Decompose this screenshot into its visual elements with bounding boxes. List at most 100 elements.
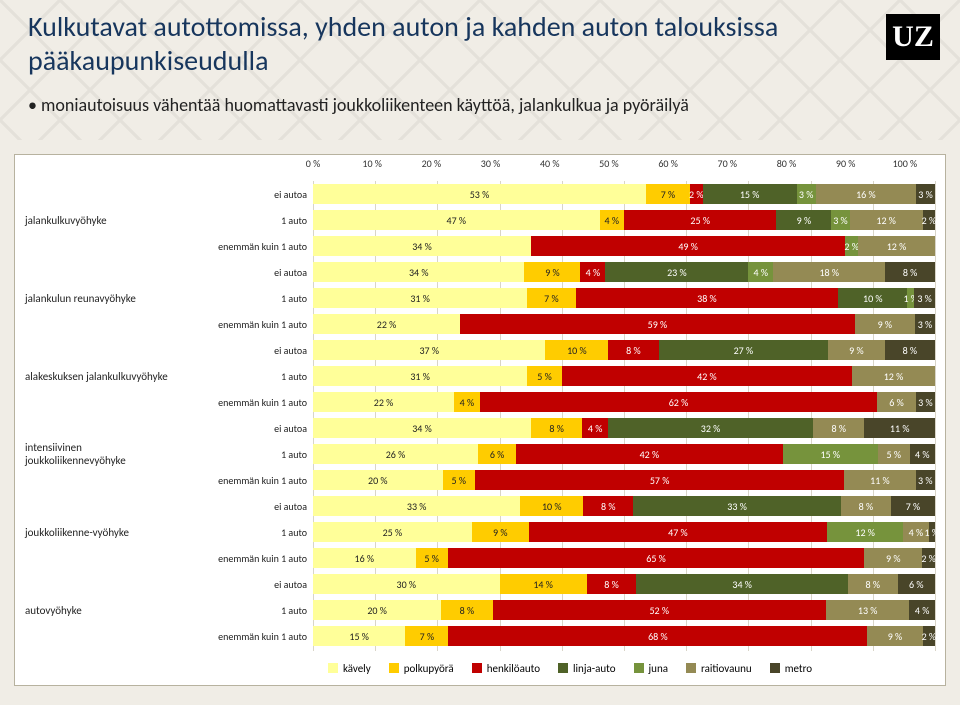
bar-segment-henkiloauto: 57 % <box>475 470 844 490</box>
bar-segment-polkupyora: 5 % <box>443 470 475 490</box>
bar-segment-linja_auto: 10 % <box>838 288 907 308</box>
car-ownership-label: 1 auto <box>185 292 313 305</box>
legend-item-juna: juna <box>634 662 668 675</box>
car-ownership-labels: ei autoa1 autoenemmän kuin 1 auto <box>185 571 313 649</box>
bar-segment-metro: 4 % <box>909 600 935 620</box>
zone-label: autovyöhyke <box>15 571 185 649</box>
bar-segment-polkupyora: 8 % <box>531 418 582 438</box>
legend-swatch <box>686 663 696 673</box>
legend-label: linja-auto <box>573 662 616 675</box>
bar-segment-kavely: 15 % <box>313 626 405 646</box>
bar-segment-metro: 8 % <box>885 262 935 282</box>
bar-segment-henkiloauto: 8 % <box>608 340 658 360</box>
bar-segment-polkupyora: 8 % <box>441 600 492 620</box>
zone-group: jalankulun reunavyöhykeei autoa1 autoene… <box>15 259 945 337</box>
bar-segment-raitiovaunu: 9 % <box>828 340 885 360</box>
bar-segment-juna: 12 % <box>827 522 903 542</box>
bar-segment-kavely: 53 % <box>313 184 646 204</box>
bar-segment-raitiovaunu: 12 % <box>850 210 923 230</box>
car-ownership-label: 1 auto <box>185 604 313 617</box>
zone-label: jalankulun reunavyöhyke <box>15 259 185 337</box>
bar-segment-polkupyora: 10 % <box>545 340 608 360</box>
bar-segment-raitiovaunu: 9 % <box>864 548 922 568</box>
bar-segment-henkiloauto: 25 % <box>624 210 776 230</box>
bar-segment-raitiovaunu: 11 % <box>844 470 915 490</box>
bar-segment-polkupyora: 4 % <box>600 210 624 230</box>
bar-segment-polkupyora: 4 % <box>454 392 480 412</box>
legend-swatch <box>328 663 338 673</box>
bar-segment-henkiloauto: 4 % <box>582 418 608 438</box>
car-ownership-labels: ei autoa1 autoenemmän kuin 1 auto <box>185 415 313 493</box>
legend-swatch <box>389 663 399 673</box>
bar-segment-henkiloauto: 65 % <box>448 548 865 568</box>
bar-segment-kavely: 20 % <box>313 600 441 620</box>
stacked-bar: 26 %6 %42 %15 %5 %4 % <box>313 444 935 464</box>
bar-area: 34 %9 %4 %23 %4 %18 %8 %31 %7 %38 %10 %1… <box>313 259 935 337</box>
bar-segment-kavely: 47 % <box>313 210 600 230</box>
bar-segment-henkiloauto: 52 % <box>493 600 826 620</box>
legend-label: henkilöauto <box>487 662 540 675</box>
car-ownership-label: ei autoa <box>185 266 313 279</box>
modal-share-chart: 0 %10 %20 %30 %40 %50 %60 %70 %80 %90 %1… <box>14 154 946 686</box>
axis-tick: 100 % <box>890 157 920 181</box>
bar-segment-kavely: 30 % <box>313 574 500 594</box>
car-ownership-label: ei autoa <box>185 188 313 201</box>
bar-segment-raitiovaunu: 8 % <box>841 496 891 516</box>
axis-tick: 90 % <box>831 157 861 181</box>
bar-segment-kavely: 34 % <box>313 262 524 282</box>
car-ownership-label: 1 auto <box>185 526 313 539</box>
stacked-bar: 16 %5 %65 %9 %2 % <box>313 548 935 568</box>
legend-label: juna <box>649 662 668 675</box>
bar-segment-metro: 3 % <box>915 314 935 334</box>
stacked-bar: 30 %14 %8 %34 %8 %6 % <box>313 574 935 594</box>
stacked-bar: 34 %49 %2 %12 % <box>313 236 935 256</box>
axis-tick: 10 % <box>357 157 387 181</box>
bar-segment-kavely: 26 % <box>313 444 478 464</box>
bar-segment-metro: 7 % <box>891 496 935 516</box>
bar-segment-metro: 11 % <box>864 418 935 438</box>
bar-segment-metro: 2 % <box>922 548 935 568</box>
bar-segment-kavely: 37 % <box>313 340 545 360</box>
bar-segment-metro: 6 % <box>898 574 935 594</box>
axis-tick: 50 % <box>594 157 624 181</box>
bar-segment-metro: 4 % <box>910 444 935 464</box>
zone-label: intensiivinen joukkoliikennevyöhyke <box>15 415 185 493</box>
bar-segment-metro: 1 % <box>929 522 935 542</box>
stacked-bar: 25 %9 %47 %12 %4 %1 % <box>313 522 935 542</box>
bar-segment-henkiloauto: 8 % <box>587 574 637 594</box>
zone-group: intensiivinen joukkoliikennevyöhykeei au… <box>15 415 945 493</box>
uz-logo: UZ <box>886 14 940 60</box>
bar-rows: jalankulkuvyöhykeei autoa1 autoenemmän k… <box>15 181 945 651</box>
bar-segment-linja_auto: 9 % <box>776 210 831 230</box>
axis-tick: 60 % <box>653 157 683 181</box>
stacked-bar: 22 %4 %62 %6 %3 % <box>313 392 935 412</box>
stacked-bar: 53 %7 %2 %15 %3 %16 %3 % <box>313 184 935 204</box>
bar-segment-metro: 3 % <box>916 184 935 204</box>
car-ownership-label: enemmän kuin 1 auto <box>185 552 313 565</box>
slide-bullet: moniautoisuus vähentää huomattavasti jou… <box>28 94 788 117</box>
bar-segment-kavely: 34 % <box>313 418 531 438</box>
bar-segment-metro: 3 % <box>914 288 935 308</box>
bar-segment-polkupyora: 7 % <box>527 288 575 308</box>
bar-segment-polkupyora: 14 % <box>500 574 587 594</box>
legend-label: kävely <box>343 662 371 675</box>
car-ownership-labels: ei autoa1 autoenemmän kuin 1 auto <box>185 259 313 337</box>
car-ownership-label: enemmän kuin 1 auto <box>185 396 313 409</box>
bar-segment-raitiovaunu: 8 % <box>813 418 864 438</box>
bar-segment-kavely: 16 % <box>313 548 416 568</box>
bar-segment-juna: 3 % <box>831 210 849 230</box>
legend-label: metro <box>785 662 812 675</box>
bar-segment-linja_auto: 15 % <box>703 184 797 204</box>
x-axis: 0 %10 %20 %30 %40 %50 %60 %70 %80 %90 %1… <box>313 157 935 181</box>
bar-segment-polkupyora: 7 % <box>405 626 448 646</box>
stacked-bar: 34 %8 %4 %32 %8 %11 % <box>313 418 935 438</box>
stacked-bar: 15 %7 %68 %9 %2 % <box>313 626 935 646</box>
car-ownership-label: ei autoa <box>185 500 313 513</box>
car-ownership-label: 1 auto <box>185 370 313 383</box>
stacked-bar: 22 %59 %9 %3 % <box>313 314 935 334</box>
legend-item-metro: metro <box>770 662 812 675</box>
axis-tick: 70 % <box>712 157 742 181</box>
bar-segment-linja_auto: 34 % <box>636 574 847 594</box>
legend-label: polkupyörä <box>404 662 454 675</box>
bar-segment-henkiloauto: 47 % <box>529 522 827 542</box>
